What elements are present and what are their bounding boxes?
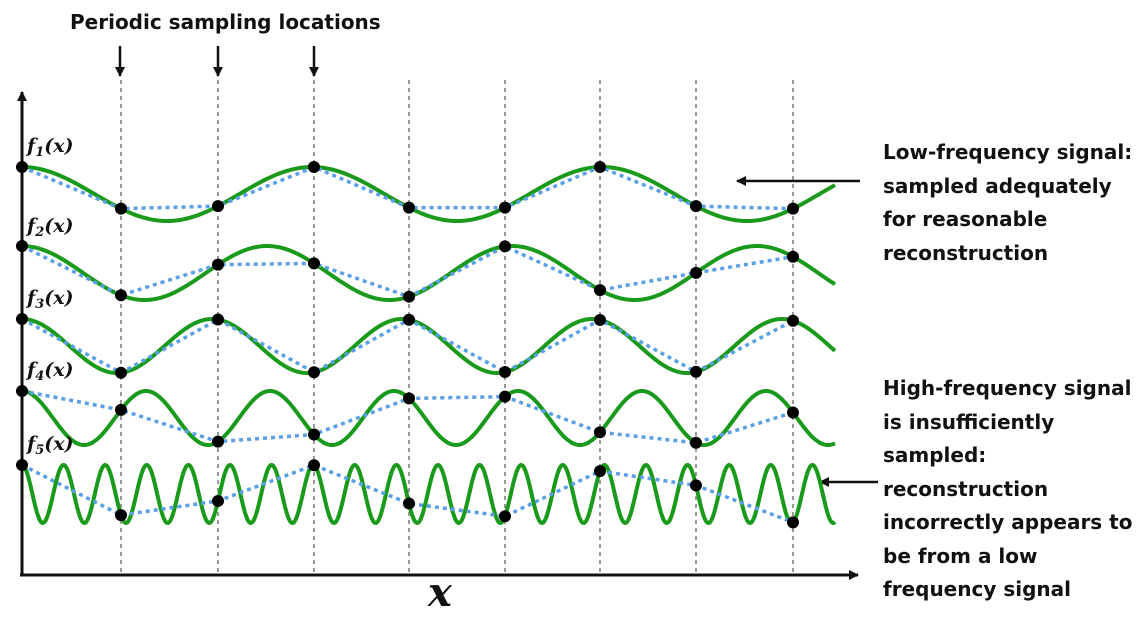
- sample-point-5-2: [115, 509, 127, 522]
- reconstruction-line-2: [21, 244, 794, 299]
- signals-group: [16, 161, 837, 529]
- sample-point-5-8: [690, 479, 702, 492]
- sample-point-1-4: [308, 161, 320, 174]
- sample-point-2-8: [690, 266, 702, 279]
- sample-point-1-6: [499, 201, 511, 214]
- sample-point-4-8: [690, 436, 702, 449]
- high-frequency-annotation: High-frequency signal is insufficiently sa…: [883, 372, 1147, 607]
- sample-point-3-5: [403, 313, 415, 326]
- sample-point-5-4: [308, 459, 320, 472]
- high-annotation-line-4: reconstruction: [883, 476, 1049, 501]
- sample-point-4-9: [787, 406, 799, 419]
- sample-point-1-2: [115, 202, 127, 215]
- sample-point-3-8: [690, 365, 702, 378]
- signal-label-1: f1(x): [25, 135, 74, 160]
- sample-point-4-5: [403, 392, 415, 405]
- sample-point-2-3: [212, 258, 224, 271]
- signal-label-2: f2(x): [25, 215, 74, 240]
- high-annotation-line-7: frequency signal: [883, 577, 1072, 601]
- sample-point-1-1: [16, 161, 28, 173]
- low-annotation-line-1: Low-frequency signal:: [883, 140, 1133, 164]
- sample-point-4-6: [499, 390, 511, 403]
- signal-label-5: f5(x): [25, 433, 74, 458]
- signal-curve-5: [21, 462, 837, 526]
- signal-label-4: f4(x): [25, 359, 74, 384]
- sample-point-2-4: [308, 257, 320, 270]
- sample-point-4-3: [212, 435, 224, 448]
- sample-point-1-8: [690, 200, 702, 213]
- high-annotation-line-3: sampled:: [883, 443, 987, 467]
- sample-point-3-1: [16, 313, 28, 325]
- sample-point-5-9: [787, 516, 799, 529]
- sample-point-1-7: [594, 161, 606, 174]
- sample-point-3-2: [115, 366, 127, 379]
- signal-curve-1: [21, 164, 836, 224]
- reconstruction-line-3: [21, 317, 794, 375]
- reconstruction-line-5: [21, 463, 794, 524]
- sample-point-2-1: [16, 240, 28, 252]
- low-annotation-line-3: for reasonable: [883, 207, 1048, 231]
- sample-point-3-9: [787, 314, 799, 327]
- low-annotation-line-2: sampled adequately: [883, 173, 1112, 198]
- sample-point-4-2: [115, 403, 127, 416]
- sample-point-1-9: [787, 202, 799, 215]
- title: Periodic sampling locations: [70, 10, 381, 34]
- low-annotation-line-4: reconstruction: [883, 240, 1049, 265]
- sample-point-5-7: [594, 465, 606, 478]
- sample-point-1-3: [212, 200, 224, 213]
- high-annotation-line-1: High-frequency signal: [883, 376, 1132, 400]
- sample-point-5-3: [212, 494, 224, 507]
- sample-point-5-6: [499, 510, 511, 523]
- sample-point-5-5: [403, 497, 415, 510]
- high-annotation-line-6: be from a low: [883, 543, 1038, 568]
- sample-point-2-7: [594, 284, 606, 297]
- sample-point-4-7: [594, 426, 606, 439]
- signal-curve-3: [21, 316, 837, 376]
- high-annotation-line-5: incorrectly appears to: [883, 510, 1133, 534]
- sample-point-4-1: [16, 385, 28, 397]
- high-annotation-line-2: is insufficiently: [883, 409, 1055, 434]
- sample-point-4-4: [308, 428, 320, 441]
- signal-labels: f1(x) f2(x) f3(x) f4(x) f5(x): [25, 135, 74, 458]
- signal-label-3: f3(x): [25, 287, 74, 312]
- sample-point-1-5: [403, 201, 415, 214]
- sample-point-5-1: [16, 459, 28, 471]
- sample-point-3-7: [594, 313, 606, 326]
- x-axis-label: x: [427, 569, 453, 616]
- sample-point-2-6: [499, 240, 511, 253]
- sample-point-2-5: [403, 290, 415, 303]
- sample-point-2-2: [115, 289, 127, 302]
- sample-point-2-9: [787, 250, 799, 263]
- sample-point-3-3: [212, 313, 224, 326]
- signal-curve-2: [21, 243, 837, 302]
- low-frequency-annotation: Low-frequency signal: sampled adequately f…: [883, 136, 1143, 270]
- sample-point-3-4: [308, 366, 320, 379]
- sample-point-3-6: [499, 366, 511, 379]
